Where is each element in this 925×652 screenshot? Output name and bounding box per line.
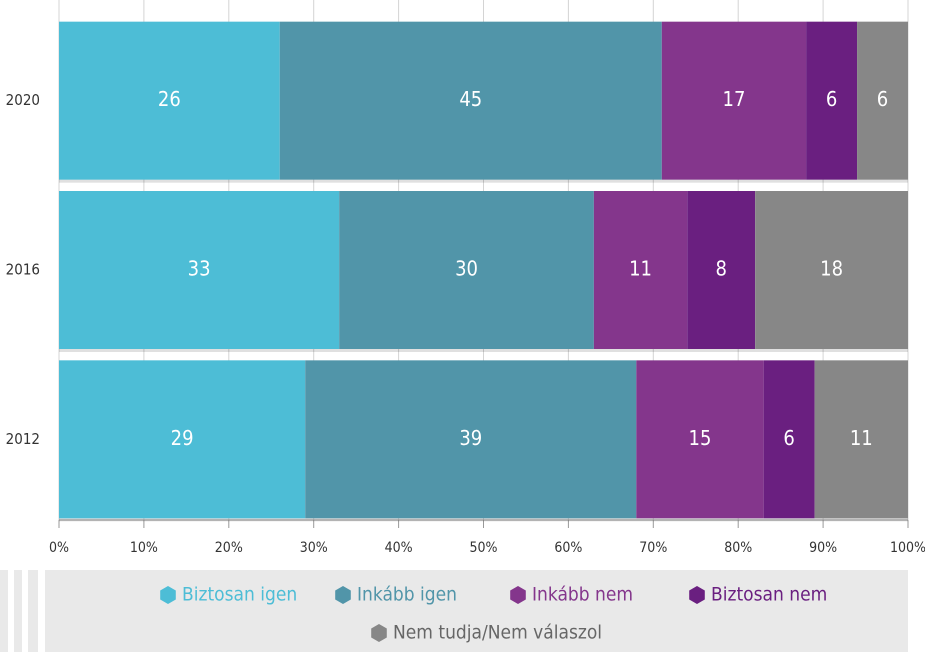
legend-marker	[371, 624, 387, 642]
legend-label: Biztosan nem	[711, 584, 827, 606]
bar-segment	[339, 191, 594, 349]
x-tick-label: 20%	[215, 540, 243, 556]
x-tick-label: 50%	[470, 540, 498, 556]
bar-segment	[687, 191, 756, 349]
legend-background	[45, 570, 908, 652]
x-tick-label: 100%	[890, 540, 925, 556]
legend-marker	[510, 586, 526, 604]
bar-segment	[661, 21, 807, 180]
decor-stripe	[14, 570, 22, 652]
bar-segment	[755, 191, 908, 349]
decor-stripe	[28, 570, 38, 652]
y-tick-label: 2020	[6, 91, 40, 109]
bar-segment	[806, 21, 858, 180]
data-label: 15	[689, 426, 712, 450]
data-label: 11	[850, 426, 873, 450]
bar-segment	[593, 191, 688, 349]
data-label: 26	[158, 87, 181, 111]
bar-segment	[305, 360, 637, 519]
legend-label: Inkább igen	[357, 584, 457, 606]
decor-stripe	[0, 570, 8, 652]
x-tick-label: 10%	[130, 540, 158, 556]
x-tick-label: 80%	[724, 540, 752, 556]
legend-label: Biztosan igen	[182, 584, 297, 606]
bar-segment	[279, 21, 662, 180]
data-label: 6	[877, 87, 888, 111]
data-label: 6	[826, 87, 837, 111]
x-tick-label: 30%	[300, 540, 328, 556]
data-label: 33	[188, 257, 211, 281]
data-label: 18	[820, 257, 843, 281]
bar-segment	[59, 360, 306, 519]
legend-label: Inkább nem	[532, 584, 633, 606]
bar-segment	[857, 21, 908, 180]
bar-segment	[59, 21, 280, 180]
bar-segment	[814, 360, 908, 519]
legend-label: Nem tudja/Nem válaszol	[393, 622, 602, 644]
data-label: 45	[459, 87, 482, 111]
bar-shadow	[59, 349, 908, 352]
x-tick-label: 40%	[385, 540, 413, 556]
legend-marker	[160, 586, 176, 604]
x-tick-label: 60%	[554, 540, 582, 556]
data-label: 29	[171, 426, 194, 450]
x-tick-label: 90%	[809, 540, 837, 556]
x-tick-label: 0%	[49, 540, 69, 556]
bar-shadow	[59, 179, 908, 183]
bar-segment	[763, 360, 815, 519]
data-label: 17	[723, 87, 746, 111]
bar-shadow	[59, 518, 908, 522]
data-label: 11	[629, 257, 652, 281]
bar-segment	[59, 191, 340, 349]
legend-marker	[335, 586, 351, 604]
data-label: 39	[459, 426, 482, 450]
y-tick-label: 2012	[6, 430, 40, 448]
y-tick-label: 2016	[6, 261, 40, 279]
x-tick-label: 70%	[639, 540, 667, 556]
legend-marker	[689, 586, 705, 604]
bar-segment	[636, 360, 764, 519]
data-label: 8	[715, 257, 726, 281]
data-label: 6	[783, 426, 794, 450]
data-label: 30	[455, 257, 478, 281]
